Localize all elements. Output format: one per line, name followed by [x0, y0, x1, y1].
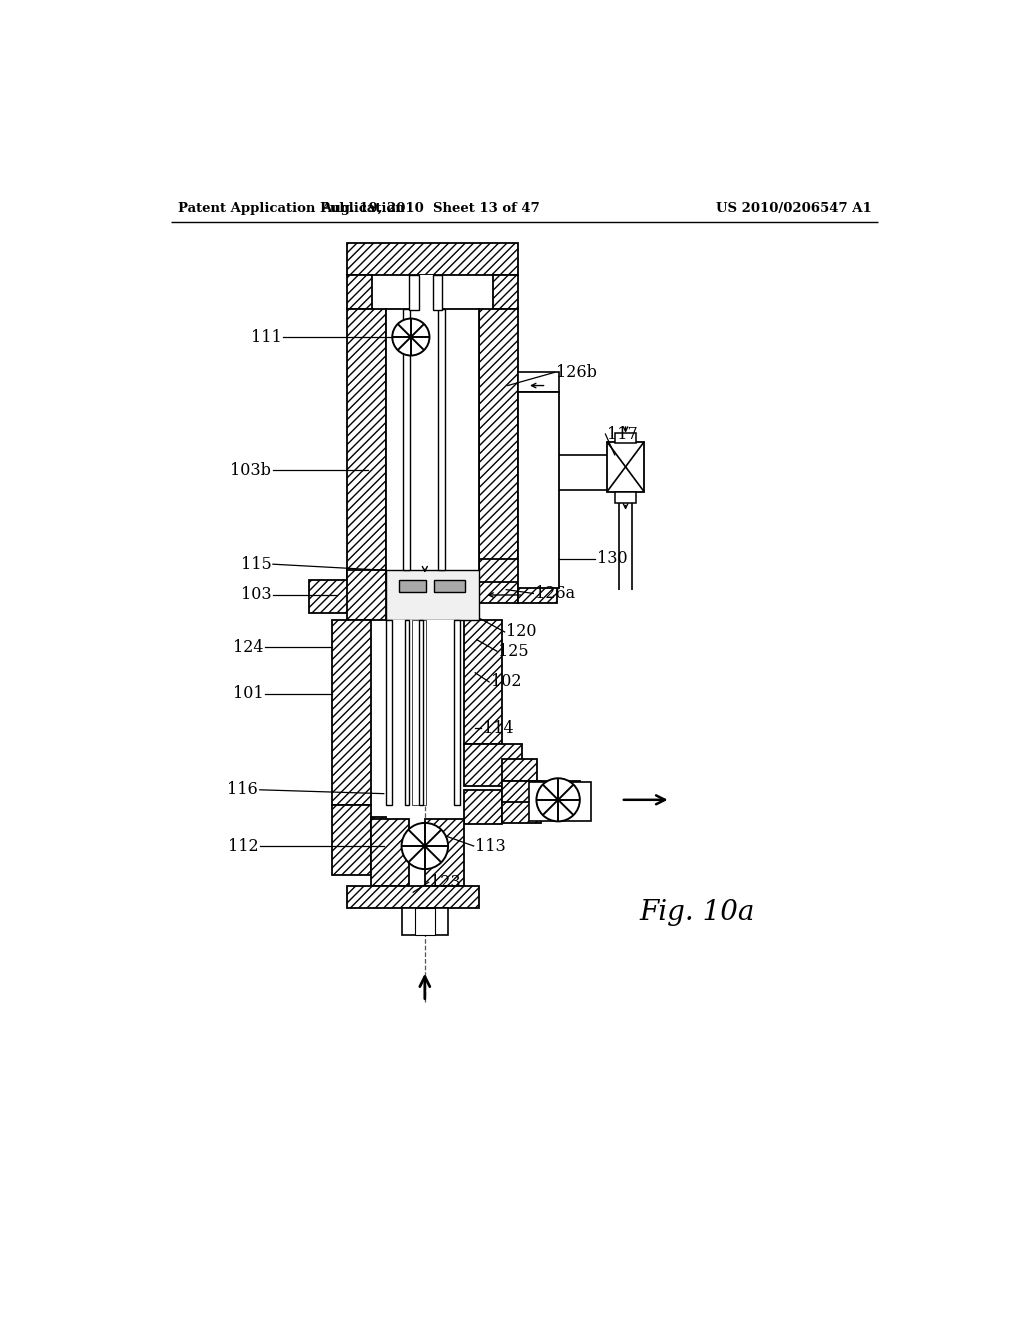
- Bar: [404, 620, 410, 805]
- Bar: [607, 442, 644, 492]
- Text: 102: 102: [490, 673, 521, 690]
- Text: 130: 130: [597, 550, 628, 568]
- Bar: [410, 276, 419, 310]
- Text: Aug. 19, 2010  Sheet 13 of 47: Aug. 19, 2010 Sheet 13 of 47: [321, 202, 540, 215]
- Bar: [386, 309, 479, 586]
- Bar: [518, 581, 557, 603]
- Bar: [419, 620, 423, 805]
- Bar: [464, 620, 503, 743]
- Bar: [347, 886, 479, 908]
- Bar: [464, 743, 521, 785]
- Text: 115: 115: [241, 556, 271, 573]
- Text: 126b: 126b: [556, 364, 597, 381]
- Text: 117: 117: [607, 425, 638, 442]
- Bar: [332, 620, 371, 805]
- Text: 112: 112: [227, 837, 258, 854]
- Text: 120: 120: [506, 623, 537, 640]
- Bar: [419, 276, 432, 310]
- Bar: [371, 818, 410, 886]
- Bar: [410, 309, 438, 570]
- Bar: [308, 581, 386, 612]
- Bar: [415, 908, 435, 935]
- Text: US 2010/0206547 A1: US 2010/0206547 A1: [716, 202, 872, 215]
- Bar: [347, 570, 386, 620]
- Bar: [493, 276, 518, 309]
- Text: 124: 124: [233, 639, 263, 656]
- Bar: [503, 780, 541, 822]
- Bar: [503, 780, 580, 803]
- Text: 126a: 126a: [535, 585, 575, 602]
- Text: 125: 125: [499, 643, 529, 660]
- Bar: [479, 309, 518, 586]
- Bar: [434, 581, 465, 591]
- Bar: [614, 492, 636, 503]
- Bar: [347, 243, 518, 276]
- Bar: [479, 570, 518, 603]
- Bar: [614, 433, 636, 444]
- Bar: [347, 276, 372, 309]
- Bar: [403, 309, 410, 570]
- Bar: [401, 908, 449, 935]
- Bar: [347, 309, 386, 586]
- Circle shape: [392, 318, 429, 355]
- Circle shape: [401, 822, 449, 869]
- Bar: [412, 620, 426, 805]
- Text: 103b: 103b: [230, 462, 271, 479]
- Text: Fig. 10a: Fig. 10a: [640, 899, 755, 927]
- Bar: [454, 620, 460, 805]
- Bar: [518, 392, 559, 589]
- Circle shape: [537, 779, 580, 821]
- Bar: [503, 759, 538, 813]
- Bar: [392, 620, 454, 805]
- Text: 103: 103: [241, 586, 271, 603]
- Text: 116: 116: [227, 781, 258, 799]
- Bar: [399, 581, 426, 591]
- Text: 114: 114: [483, 719, 514, 737]
- Bar: [386, 620, 392, 805]
- Bar: [529, 781, 592, 821]
- Text: 113: 113: [475, 837, 506, 854]
- Bar: [479, 558, 541, 582]
- Text: Patent Application Publication: Patent Application Publication: [178, 202, 406, 215]
- Bar: [432, 276, 442, 310]
- Bar: [464, 789, 503, 825]
- Bar: [438, 309, 445, 570]
- Bar: [386, 570, 479, 620]
- Bar: [371, 817, 386, 874]
- Bar: [425, 818, 464, 886]
- Text: 111: 111: [251, 329, 282, 346]
- Text: 101: 101: [233, 685, 263, 702]
- Bar: [332, 805, 371, 875]
- Bar: [518, 372, 559, 392]
- Text: 123: 123: [430, 874, 461, 891]
